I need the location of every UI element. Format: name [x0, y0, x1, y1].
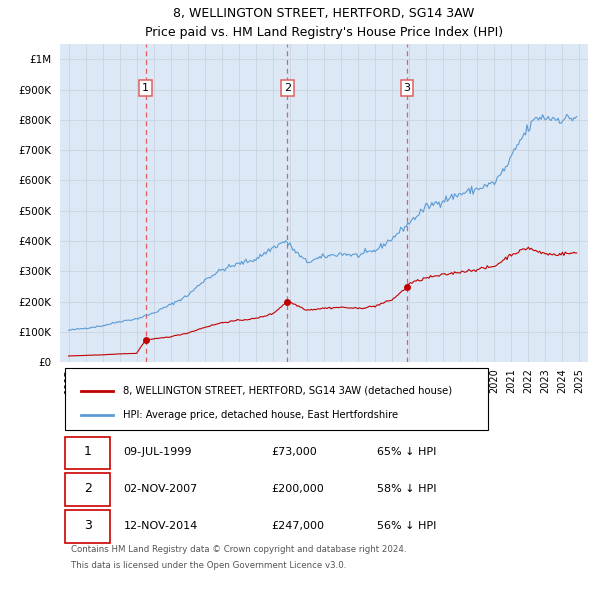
- Text: HPI: Average price, detached house, East Hertfordshire: HPI: Average price, detached house, East…: [124, 410, 398, 420]
- Text: 12-NOV-2014: 12-NOV-2014: [124, 520, 197, 530]
- Text: 56% ↓ HPI: 56% ↓ HPI: [377, 520, 436, 530]
- Text: 2: 2: [84, 482, 92, 495]
- FancyBboxPatch shape: [65, 437, 110, 470]
- Text: 2: 2: [284, 83, 291, 93]
- Text: 65% ↓ HPI: 65% ↓ HPI: [377, 447, 436, 457]
- Text: £247,000: £247,000: [271, 520, 324, 530]
- Title: 8, WELLINGTON STREET, HERTFORD, SG14 3AW
Price paid vs. HM Land Registry's House: 8, WELLINGTON STREET, HERTFORD, SG14 3AW…: [145, 7, 503, 39]
- Text: £200,000: £200,000: [271, 484, 324, 494]
- Text: 02-NOV-2007: 02-NOV-2007: [124, 484, 197, 494]
- Text: 1: 1: [142, 83, 149, 93]
- Text: This data is licensed under the Open Government Licence v3.0.: This data is licensed under the Open Gov…: [71, 562, 346, 571]
- Text: 58% ↓ HPI: 58% ↓ HPI: [377, 484, 436, 494]
- Text: £73,000: £73,000: [271, 447, 317, 457]
- Text: 8, WELLINGTON STREET, HERTFORD, SG14 3AW (detached house): 8, WELLINGTON STREET, HERTFORD, SG14 3AW…: [124, 386, 452, 396]
- Text: 3: 3: [403, 83, 410, 93]
- Text: 1: 1: [84, 445, 92, 458]
- Text: 3: 3: [84, 519, 92, 532]
- FancyBboxPatch shape: [65, 368, 488, 430]
- Text: 09-JUL-1999: 09-JUL-1999: [124, 447, 192, 457]
- Text: Contains HM Land Registry data © Crown copyright and database right 2024.: Contains HM Land Registry data © Crown c…: [71, 545, 406, 554]
- FancyBboxPatch shape: [65, 510, 110, 543]
- FancyBboxPatch shape: [65, 473, 110, 506]
